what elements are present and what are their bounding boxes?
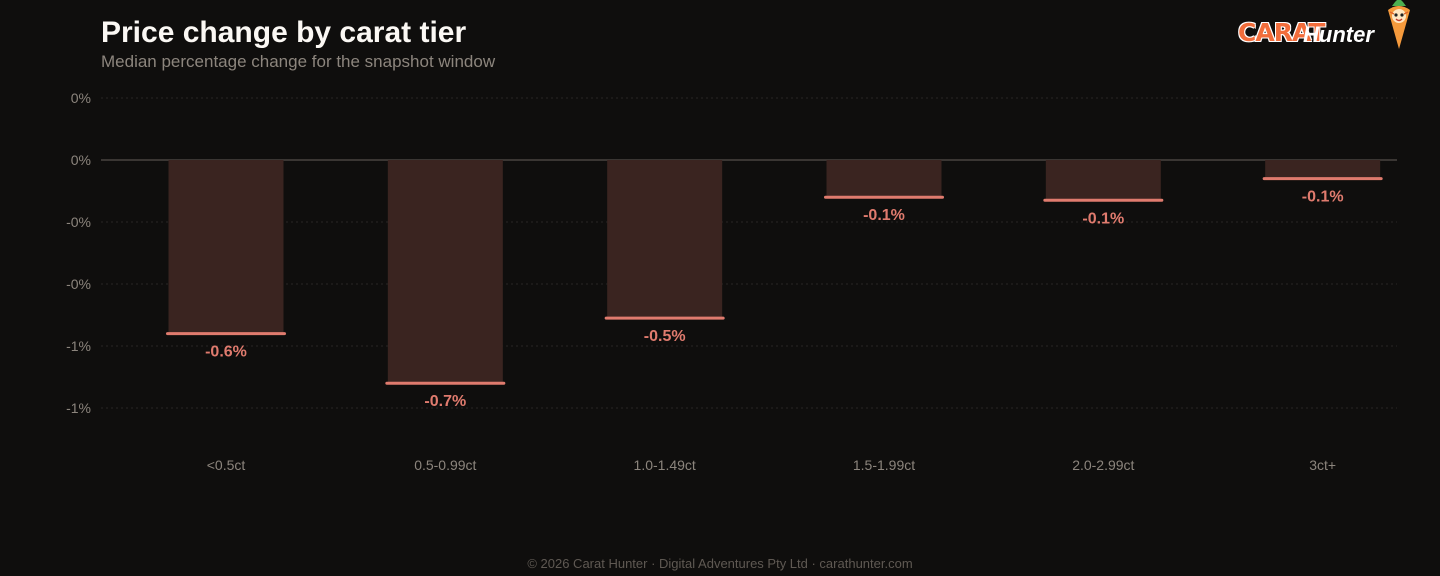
x-tick-label: <0.5ct (207, 457, 246, 473)
data-label: -0.1% (1302, 189, 1344, 206)
chart-title: Price change by carat tier (101, 16, 467, 49)
data-label: -0.7% (424, 393, 466, 410)
x-tick-label: 1.5-1.99ct (853, 457, 915, 473)
data-label: -0.1% (863, 207, 905, 224)
y-tick-label: -0% (66, 276, 91, 292)
x-tick-label: 3ct+ (1309, 457, 1336, 473)
x-tick-label: 1.0-1.49ct (634, 457, 696, 473)
carrot-mascot-icon (1388, 0, 1410, 49)
brand-carat-wordmark: CARAT (1238, 18, 1325, 47)
y-tick-label: -1% (66, 338, 91, 354)
bar (607, 160, 723, 319)
y-tick-label: 0% (71, 152, 91, 168)
x-tick-label: 0.5-0.99ct (414, 457, 476, 473)
bar (1045, 160, 1161, 201)
y-tick-label: -0% (66, 214, 91, 230)
data-label: -0.1% (1082, 210, 1124, 227)
data-label: -0.5% (644, 328, 686, 345)
brand-hunter-wordmark: Hunter (1303, 22, 1374, 47)
chart-subtitle: Median percentage change for the snapsho… (101, 52, 496, 71)
x-tick-label: 2.0-2.99ct (1072, 457, 1134, 473)
bar (826, 160, 942, 198)
bar (168, 160, 284, 334)
bar-chart: 0% 0% -0% -0% -1% -1% -0.6% <0.5ct -0.7% 0.5-0.99… (66, 90, 1397, 473)
y-tick-label: -1% (66, 400, 91, 416)
y-tick-label: 0% (71, 90, 91, 106)
data-label: -0.6% (205, 344, 247, 361)
footer-copyright: © 2026 Carat Hunter · Digital Adventures… (527, 556, 913, 571)
bar (1265, 160, 1381, 179)
bar (387, 160, 503, 384)
brand-logo[interactable]: CARAT Hunter (1238, 0, 1418, 56)
